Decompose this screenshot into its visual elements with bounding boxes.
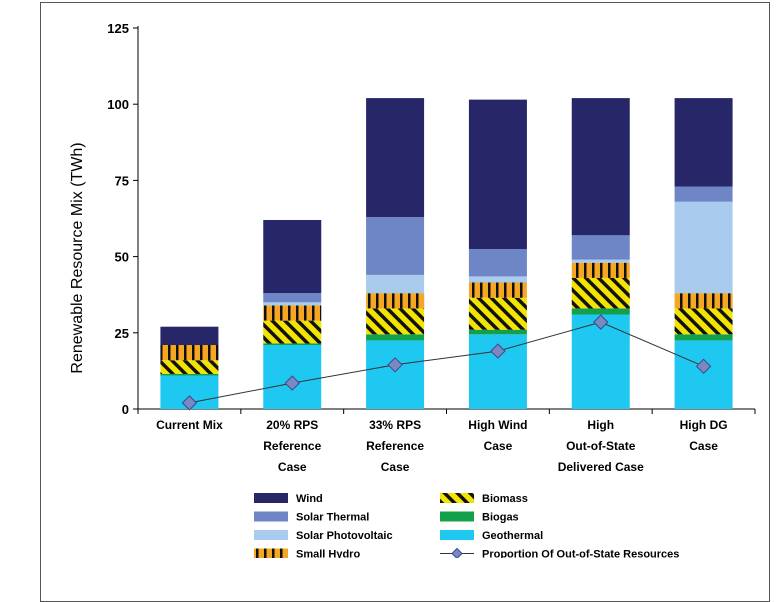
x-category-label: Out-of-State bbox=[566, 439, 636, 453]
bar-segment-wind bbox=[468, 99, 527, 249]
proportion-line bbox=[189, 321, 704, 404]
bar-segment-biomass bbox=[468, 297, 527, 330]
bar-segment-biomass bbox=[674, 308, 733, 335]
proportion-marker bbox=[695, 358, 712, 375]
legend-swatch bbox=[440, 530, 474, 540]
legend-label: Solar Thermal bbox=[296, 512, 369, 524]
y-axis-label: Renewable Resource Mix (TWh) bbox=[69, 142, 86, 373]
bar-segment-solar-thermal bbox=[468, 248, 527, 277]
bar-segment-biogas bbox=[468, 329, 527, 335]
legend-swatch bbox=[440, 493, 474, 503]
bar-segment-geothermal bbox=[366, 340, 425, 409]
legend-label: Biomass bbox=[482, 493, 528, 505]
legend-label: Biogas bbox=[482, 512, 519, 524]
legend: Wind Solar Thermal Solar Photovoltaic Small… bbox=[254, 493, 679, 558]
bar-segment-biogas bbox=[366, 334, 425, 341]
x-category-label: Case bbox=[484, 439, 513, 453]
bars-group bbox=[160, 98, 733, 409]
bar-segment-biogas bbox=[160, 373, 219, 376]
y-tick-label: 75 bbox=[115, 173, 129, 188]
bar-segment-solar-photovoltaic bbox=[674, 201, 733, 294]
bar-segment-wind bbox=[571, 98, 630, 236]
x-category-label: High bbox=[587, 418, 614, 432]
proportion-marker bbox=[387, 357, 403, 373]
bar-segment-biogas bbox=[674, 334, 733, 341]
x-category-label: Case bbox=[278, 460, 307, 474]
x-category-label: Reference bbox=[263, 439, 321, 453]
proportion-line-group bbox=[181, 314, 712, 411]
bar-segment-wind bbox=[674, 98, 733, 187]
bar-segment-solar-thermal bbox=[263, 293, 322, 303]
bar-segment-biomass bbox=[366, 308, 425, 335]
bar-segment-wind bbox=[366, 98, 425, 217]
y-tick-label: 50 bbox=[115, 250, 129, 265]
legend-label: Wind bbox=[296, 493, 323, 505]
x-category-label: Case bbox=[381, 460, 410, 474]
bar-segment-small-hydro bbox=[468, 282, 527, 298]
bar-segment-solar-photovoltaic bbox=[263, 302, 322, 306]
legend-swatch bbox=[254, 493, 288, 503]
legend-swatch-marker bbox=[451, 547, 463, 558]
legend-swatch bbox=[254, 548, 288, 558]
bar-segment-small-hydro bbox=[571, 262, 630, 278]
proportion-marker bbox=[284, 375, 300, 391]
proportion-marker bbox=[490, 343, 506, 359]
x-category-label: Reference bbox=[366, 439, 424, 453]
legend-label: Small Hydro bbox=[296, 549, 360, 559]
bar-segment-solar-photovoltaic bbox=[571, 259, 630, 263]
x-category-label: High DG bbox=[680, 418, 728, 432]
legend-label: Proportion Of Out-of-State Resources bbox=[482, 549, 679, 559]
bar-segment-small-hydro bbox=[674, 293, 733, 309]
bar-segment-solar-photovoltaic bbox=[366, 274, 425, 294]
bar-segment-small-hydro bbox=[263, 305, 322, 321]
legend-swatch bbox=[440, 511, 474, 522]
y-tick-label: 0 bbox=[122, 402, 129, 417]
bar-segment-small-hydro bbox=[160, 344, 219, 361]
stacked-bar-chart: Renewable Resource Mix (TWh) 0 25 50 75 100 1… bbox=[69, 21, 756, 558]
bar-segment-wind bbox=[160, 326, 219, 345]
y-tick-label: 25 bbox=[115, 326, 129, 341]
legend-label: Solar Photovoltaic bbox=[296, 530, 393, 542]
bar-segment-biomass bbox=[571, 277, 630, 309]
x-category-label: 33% RPS bbox=[369, 418, 421, 432]
y-tick-label: 100 bbox=[107, 97, 129, 112]
bar-segment-small-hydro bbox=[366, 293, 425, 309]
proportion-marker bbox=[593, 314, 609, 330]
bar-segment-solar-thermal bbox=[366, 216, 425, 275]
bar-segment-biogas bbox=[571, 308, 630, 315]
bar-segment-solar-photovoltaic bbox=[468, 276, 527, 283]
x-category-label: 20% RPS bbox=[266, 418, 318, 432]
proportion-marker bbox=[181, 395, 198, 411]
bar-segment-biomass bbox=[160, 360, 219, 374]
x-category-label: Case bbox=[689, 439, 718, 453]
bar-segment-geothermal bbox=[674, 340, 733, 409]
legend-swatch bbox=[254, 511, 288, 522]
bar-segment-biomass bbox=[263, 320, 322, 344]
x-category-label: Current Mix bbox=[156, 418, 223, 432]
bar-segment-biogas bbox=[263, 343, 322, 345]
bar-segment-solar-thermal bbox=[571, 235, 630, 260]
x-category-label: Delivered Case bbox=[558, 460, 644, 474]
x-axis-labels: Current Mix 20% RPS Reference Case 33% RPS Re… bbox=[156, 418, 728, 474]
y-tick-label: 125 bbox=[107, 21, 129, 36]
legend-label: Geothermal bbox=[482, 530, 543, 542]
legend-swatch bbox=[254, 530, 288, 540]
x-category-label: High Wind bbox=[468, 418, 527, 432]
bar-segment-solar-thermal bbox=[674, 186, 733, 202]
y-axis: 0 25 50 75 100 125 bbox=[107, 21, 756, 417]
bar-segment-wind bbox=[263, 220, 322, 294]
